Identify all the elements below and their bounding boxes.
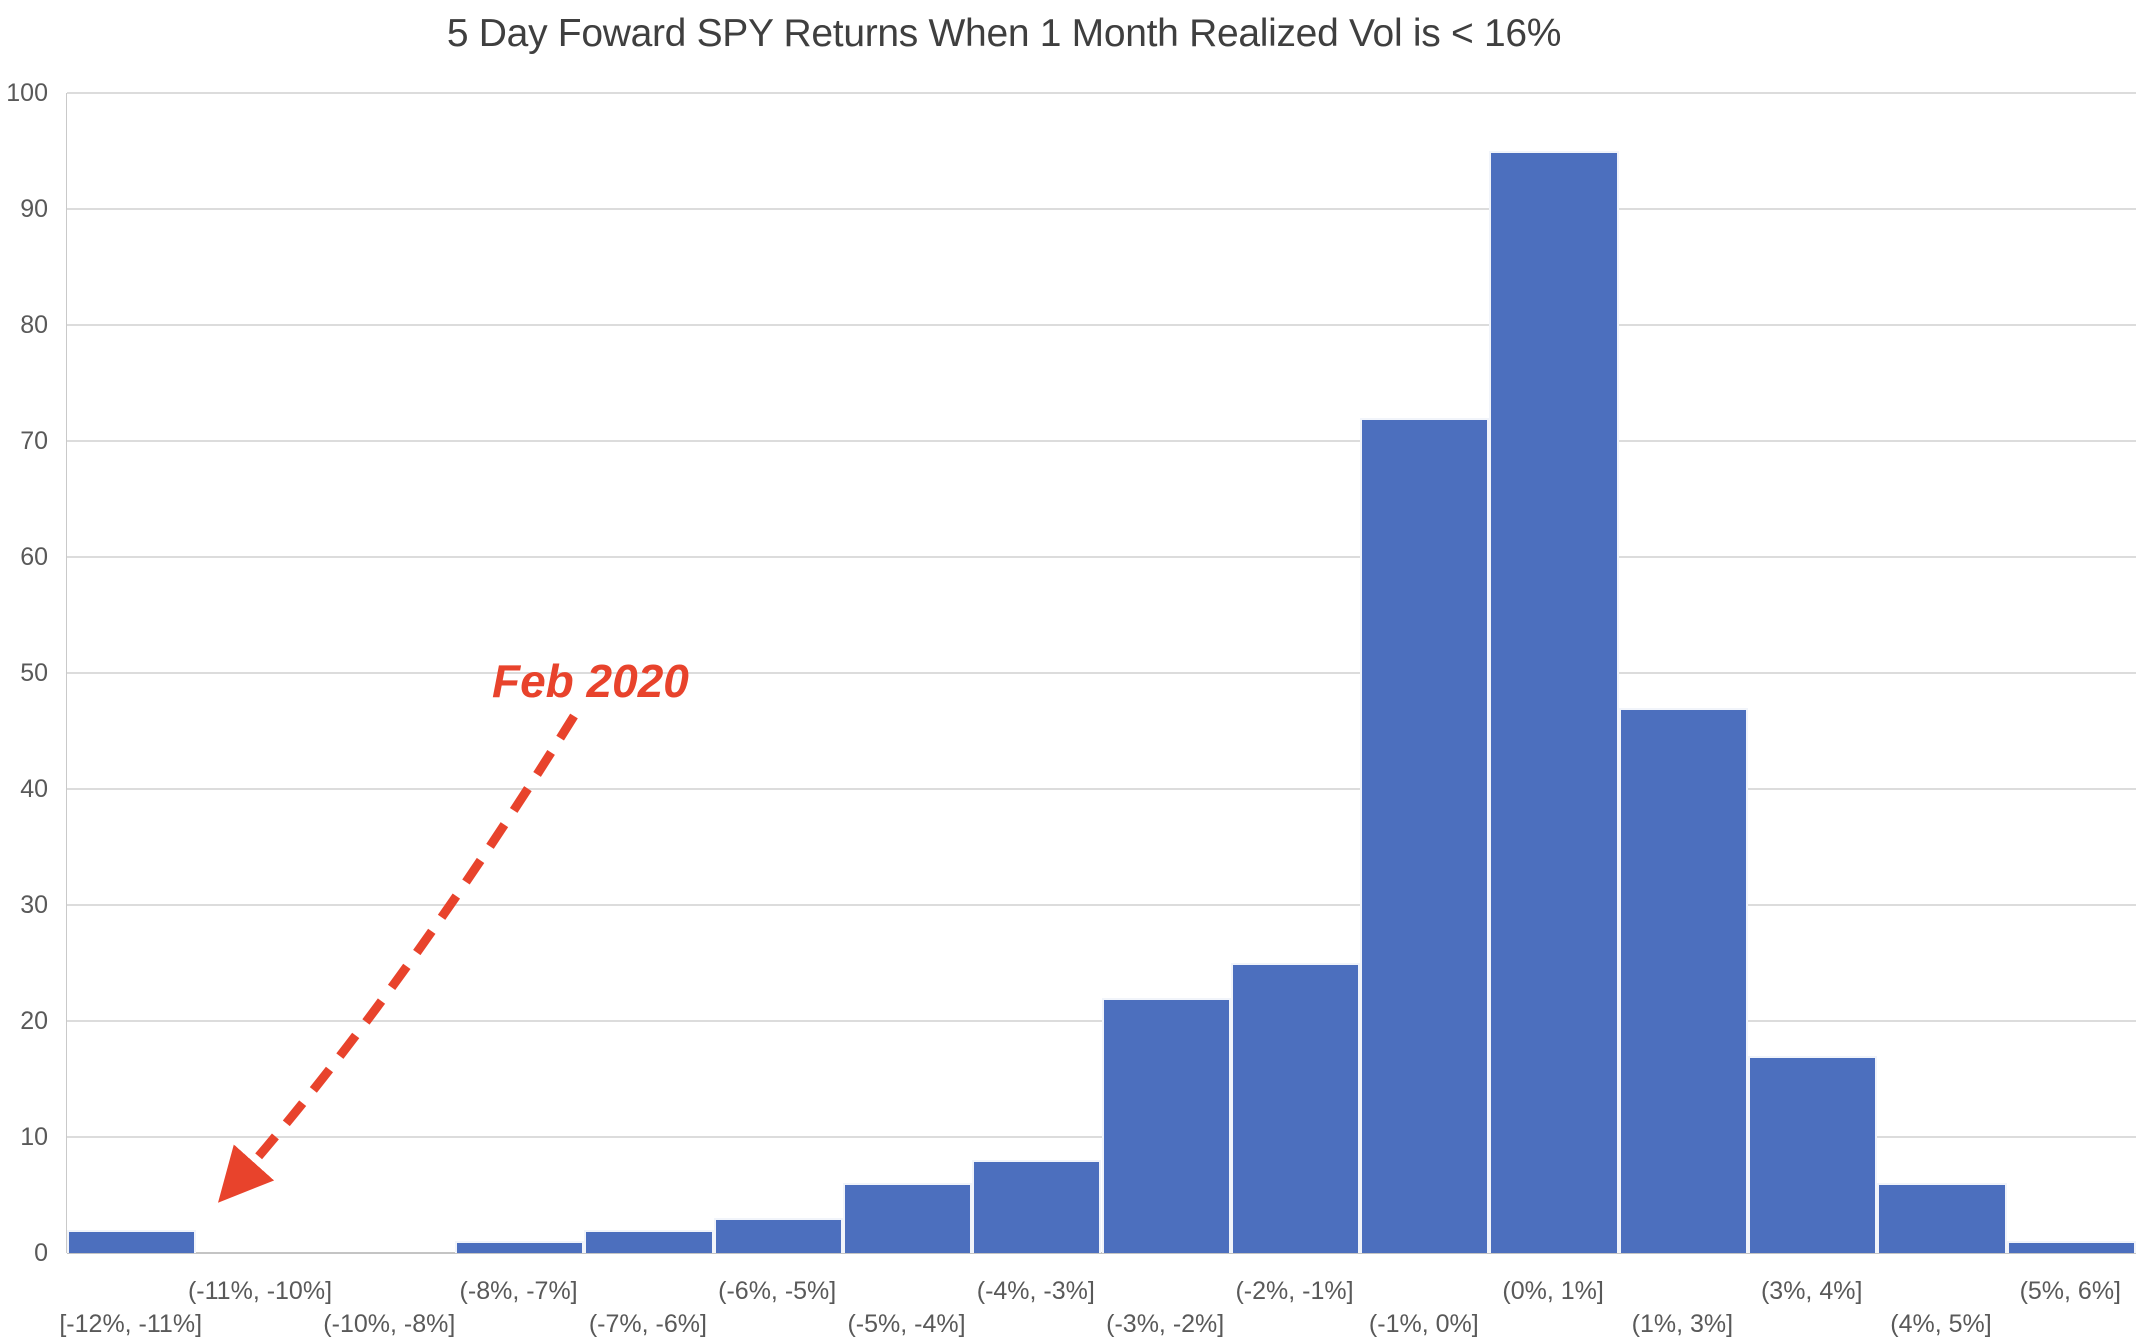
x-axis-label: (5%, 6%] (2019, 1277, 2122, 1305)
x-axis-label: (-4%, -3%] (976, 1277, 1095, 1305)
x-axis-label: (-5%, -4%] (847, 1310, 966, 1338)
y-axis-tick-label: 30 (20, 891, 48, 919)
x-axis-baseline (67, 1252, 2136, 1254)
x-axis-label: (-10%, -8%] (323, 1310, 456, 1338)
gridline (67, 324, 2136, 326)
plot-area (66, 92, 2136, 1254)
histogram-bar-6 (842, 1183, 973, 1253)
x-axis-label: [-12%, -11%] (59, 1310, 203, 1338)
gridline (67, 672, 2136, 674)
histogram-bar-10 (1360, 417, 1490, 1253)
histogram-bar-11 (1489, 151, 1619, 1253)
y-axis-tick-label: 10 (20, 1123, 48, 1151)
gridline (67, 440, 2136, 442)
histogram-bar-9 (1230, 963, 1361, 1253)
y-axis-tick-label: 50 (20, 659, 48, 687)
x-axis-label: (0%, 1%] (1502, 1277, 1604, 1305)
y-axis-tick-label: 90 (20, 195, 48, 223)
x-axis-label: (1%, 3%] (1631, 1310, 1734, 1338)
gridline (67, 208, 2136, 210)
y-axis-tick-label: 100 (6, 79, 48, 107)
annotation-label: Feb 2020 (492, 655, 689, 707)
x-axis-label: (-2%, -1%] (1235, 1277, 1354, 1305)
x-axis-label: (-6%, -5%] (718, 1277, 837, 1305)
histogram-bar-7 (972, 1160, 1102, 1253)
x-axis-label: (-8%, -7%] (459, 1277, 578, 1305)
histogram-bar-0 (67, 1229, 197, 1253)
gridline (67, 556, 2136, 558)
gridline (67, 92, 2136, 94)
x-axis-label: (-1%, 0%] (1368, 1310, 1479, 1338)
histogram-bar-15 (2006, 1241, 2136, 1253)
x-axis-label: (3%, 4%] (1760, 1277, 1863, 1305)
histogram-bar-12 (1618, 707, 1749, 1253)
histogram-bar-14 (1877, 1183, 2007, 1253)
histogram-bar-8 (1101, 997, 1231, 1253)
y-axis-tick-label: 40 (20, 775, 48, 803)
y-axis-tick-label: 70 (20, 427, 48, 455)
y-axis-tick-label: 80 (20, 311, 48, 339)
y-axis-tick-label: 0 (34, 1239, 48, 1267)
gridline (67, 904, 2136, 906)
histogram-bar-3 (454, 1241, 585, 1253)
histogram-bar-13 (1748, 1055, 1878, 1253)
y-axis-tick-label: 20 (20, 1007, 48, 1035)
x-axis-label: (-3%, -2%] (1106, 1310, 1225, 1338)
y-axis-tick-label: 60 (20, 543, 48, 571)
x-axis-label: (-11%, -10%] (187, 1277, 333, 1305)
gridline (67, 788, 2136, 790)
histogram-bar-5 (713, 1218, 843, 1253)
x-axis-label: (-7%, -6%] (588, 1310, 707, 1338)
histogram-bar-4 (584, 1229, 714, 1253)
chart-title: 5 Day Foward SPY Returns When 1 Month Re… (446, 12, 1562, 55)
x-axis-label: (4%, 5%] (1890, 1310, 1992, 1338)
